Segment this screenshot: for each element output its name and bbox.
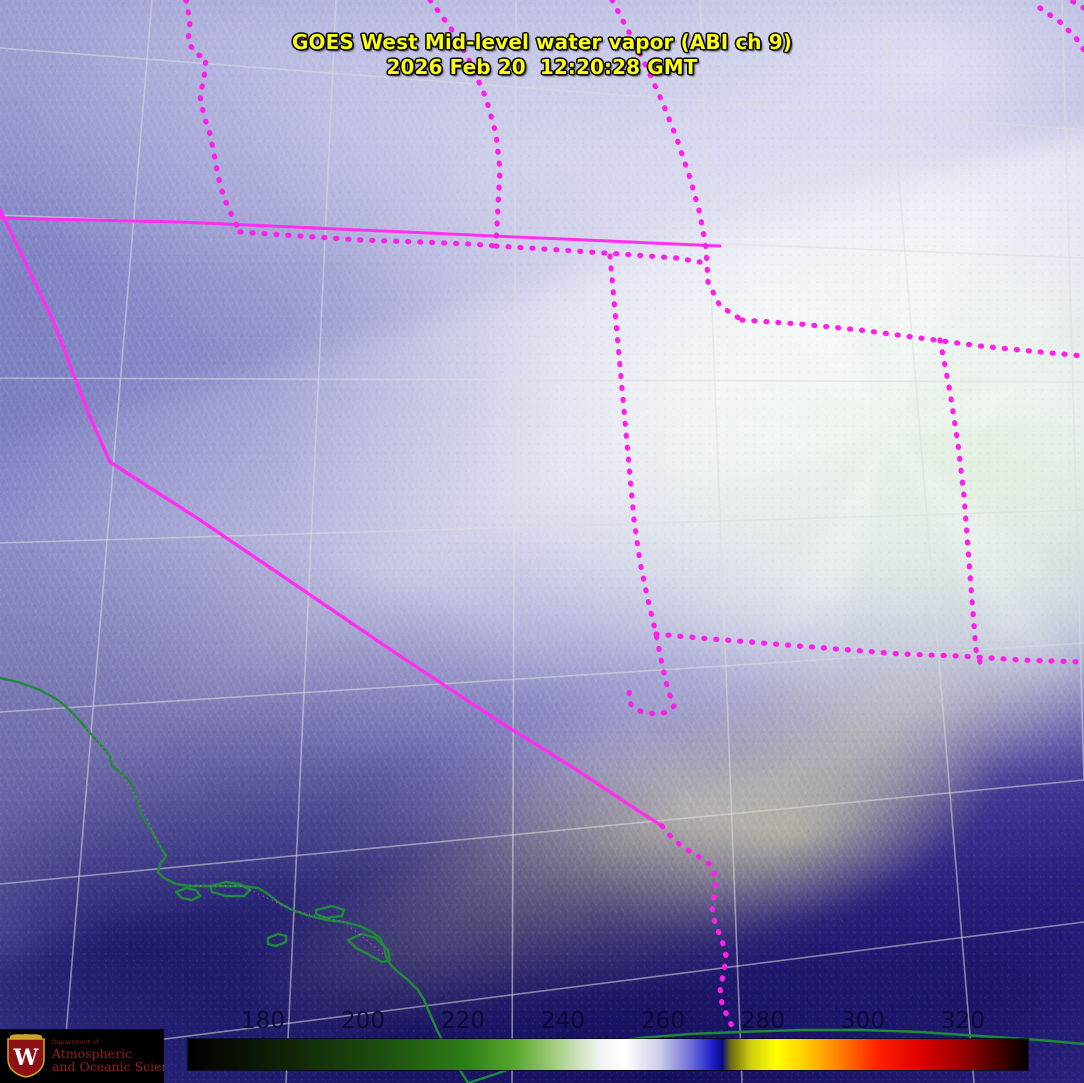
coastline [0, 676, 1084, 1083]
logo-line-2: and Oceanic Sciences [52, 1058, 164, 1074]
colorbar-label-320: 320 [941, 1008, 985, 1034]
colorbar: 180 200 220 240 260 280 300 320 [188, 1008, 1028, 1070]
colorbar-tick-labels: 180 200 220 240 260 280 300 320 [188, 1008, 1028, 1046]
institution-logo: W Department of Atmospheric and Oceanic … [0, 1029, 164, 1083]
logo-line-1: Atmospheric [52, 1045, 133, 1061]
logo-text: Department of Atmospheric and Oceanic Sc… [52, 1038, 164, 1074]
logo-department-line: Department of [52, 1038, 99, 1046]
national-border [0, 214, 722, 248]
colorbar-label-260: 260 [641, 1008, 685, 1034]
colorbar-label-280: 280 [741, 1008, 785, 1034]
state-borders-dotted [183, 0, 1084, 1033]
colorbar-gradient [188, 1039, 1028, 1070]
colorbar-label-300: 300 [841, 1008, 885, 1034]
state-border-solid [0, 208, 664, 828]
crest-letter: W [13, 1045, 39, 1071]
uw-crest-icon: W [4, 1033, 48, 1079]
colorbar-label-180: 180 [241, 1008, 285, 1034]
colorbar-label-200: 200 [341, 1008, 385, 1034]
colorbar-label-220: 220 [441, 1008, 485, 1034]
colorbar-label-240: 240 [541, 1008, 585, 1034]
